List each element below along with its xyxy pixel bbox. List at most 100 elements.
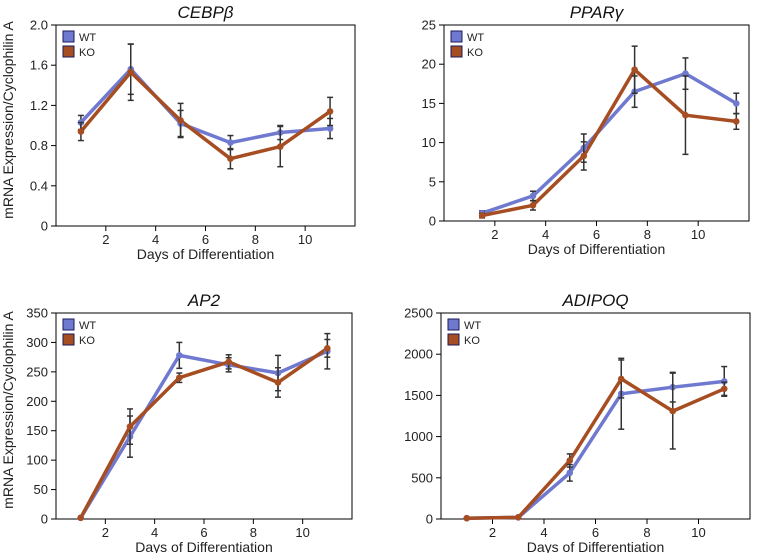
adipoq-x-tick-label: 10 (691, 525, 705, 540)
pparg-x-tick-label: 10 (691, 227, 705, 242)
adipoq-series-line-wt (465, 379, 727, 520)
chart-panels: CEBPβ 0 0.4 0.8 1.2 1.6 2.0 2 4 6 8 10 Days of Diffe… (26, 3, 751, 553)
adipoq-point-ko (669, 407, 677, 415)
adipoq-legend-label-wt: WT (464, 320, 481, 332)
pparg-x-tick-label: 8 (644, 227, 651, 242)
ap2-x-tick-label: 8 (250, 525, 257, 540)
cebpb-y-tick-label: 0.4 (30, 178, 48, 193)
adipoq-legend-swatch-ko (447, 333, 460, 346)
ap2-y-tick-label: 200 (26, 394, 48, 409)
pparg-x-axis-title: Days of Differentiation (528, 241, 665, 257)
pparg-point-ko (631, 66, 638, 73)
pparg-legend-label-wt: WT (467, 32, 484, 44)
ap2-point-ko (274, 379, 282, 386)
adipoq-series-line-ko (465, 377, 727, 520)
pparg-legend-swatch-wt (450, 30, 463, 43)
adipoq-x-tick-label: 4 (540, 525, 547, 540)
cebpb-series-line-wt (79, 67, 332, 145)
cebpb-y-tick-label: 1.2 (30, 98, 48, 113)
adipoq-plot-frame (440, 312, 751, 520)
ap2-legend-label-wt: WT (79, 320, 96, 332)
adipoq-x-tick-label: 2 (489, 525, 496, 540)
ap2-y-tick-label: 250 (26, 364, 48, 379)
adipoq-chart: ADIPOQ 0 500 1000 1500 2000 2500 2 4 6 8 10 Days of … (404, 291, 751, 553)
pparg-chart: PPARγ 0 5 10 15 20 25 2 4 6 8 10 Days of Differentia… (422, 3, 750, 257)
pparg-y-tick-label: 0 (429, 214, 436, 229)
ap2-y-tick-label: 0 (41, 512, 48, 527)
cebpb-point-ko (127, 68, 135, 76)
adipoq-legend-swatch-wt (447, 318, 460, 331)
cebpb-point-ko (77, 128, 85, 135)
cebpb-point-ko (227, 155, 234, 162)
pparg-y-tick-label: 5 (429, 174, 436, 189)
cebpb-y-tick-label: 0 (41, 219, 48, 234)
adipoq-point-wt (566, 469, 574, 477)
pparg-plot-frame (443, 24, 750, 222)
cebpb-y-tick-label: 0.8 (30, 138, 48, 153)
cebpb-x-tick-label: 6 (202, 232, 209, 247)
ap2-legend-label-ko: KO (79, 335, 95, 347)
adipoq-x-tick-label: 8 (643, 525, 650, 540)
cebpb-x-tick-label: 4 (152, 232, 159, 247)
ap2-y-tick-label: 350 (26, 306, 48, 321)
adipoq-title: ADIPOQ (561, 291, 628, 310)
adipoq-point-wt (720, 378, 728, 385)
ap2-x-axis-title: Days of Differentiation (135, 539, 272, 553)
adipoq-y-tick-label: 2500 (404, 306, 433, 321)
pparg-legend-label-ko: KO (467, 47, 483, 59)
cebpb-legend-label-wt: WT (79, 32, 96, 44)
pparg-title: PPARγ (570, 3, 625, 22)
ap2-legend-swatch-wt (62, 318, 75, 331)
adipoq-y-tick-label: 500 (411, 470, 433, 485)
ap2-point-ko (77, 514, 84, 522)
pparg-y-tick-label: 10 (422, 135, 436, 150)
adipoq-y-tick-label: 1000 (404, 429, 433, 444)
ap2-y-tick-label: 300 (26, 335, 48, 350)
pparg-x-tick-label: 6 (593, 227, 600, 242)
pparg-point-ko (478, 212, 486, 219)
ap2-chart: AP2 0 50 100 150 200 250 300 350 2 4 6 8 10 Days of Di… (26, 291, 353, 553)
cebpb-legend-swatch-ko (62, 45, 75, 58)
ap2-x-tick-label: 6 (200, 525, 207, 540)
adipoq-legend-label-ko: KO (464, 335, 480, 347)
pparg-series-line-ko (480, 67, 739, 218)
pparg-point-ko (529, 202, 537, 209)
pparg-y-tick-label: 15 (422, 96, 436, 111)
ap2-x-tick-label: 4 (151, 525, 158, 540)
ap2-point-ko (324, 345, 331, 352)
ap2-title: AP2 (187, 291, 221, 310)
adipoq-y-tick-label: 1500 (404, 388, 433, 403)
ap2-legend-swatch-ko (62, 333, 75, 346)
adipoq-x-axis-title: Days of Differentiation (527, 539, 664, 553)
pparg-y-tick-label: 20 (422, 57, 436, 72)
cebpb-series-line-ko (79, 70, 332, 161)
adipoq-y-tick-label: 2000 (404, 347, 433, 362)
ap2-point-wt (176, 352, 183, 359)
cebpb-x-tick-label: 10 (298, 232, 312, 247)
adipoq-point-ko (463, 514, 471, 522)
cebpb-point-ko (177, 117, 184, 124)
cebpb-point-ko (276, 143, 284, 150)
ap2-series-line-wt (78, 349, 330, 520)
cebpb-chart: CEBPβ 0 0.4 0.8 1.2 1.6 2.0 2 4 6 8 10 Days of Diffe… (30, 3, 356, 262)
ap2-point-ko (225, 358, 232, 366)
cebpb-title: CEBPβ (177, 3, 233, 22)
cebpb-x-axis-title: Days of Differentiation (137, 246, 274, 262)
cebpb-point-ko (326, 108, 334, 115)
pparg-series-line-wt (480, 71, 739, 215)
ap2-y-tick-label: 50 (34, 482, 48, 497)
ap2-x-tick-label: 2 (102, 525, 109, 540)
cebpb-x-tick-label: 2 (102, 232, 109, 247)
cebpb-y-tick-label: 2.0 (30, 18, 48, 33)
adipoq-point-ko (720, 385, 728, 393)
ap2-series-line-ko (78, 346, 330, 520)
ap2-point-ko (176, 374, 183, 382)
ap2-x-tick-label: 10 (295, 525, 309, 540)
adipoq-point-ko (566, 457, 574, 464)
pparg-legend-swatch-ko (450, 45, 463, 58)
ap2-point-ko (126, 423, 134, 430)
cebpb-x-tick-label: 8 (252, 232, 259, 247)
cebpb-legend-label-ko: KO (79, 47, 95, 59)
cebpb-legend-swatch-wt (62, 30, 75, 43)
pparg-point-ko (732, 118, 740, 125)
